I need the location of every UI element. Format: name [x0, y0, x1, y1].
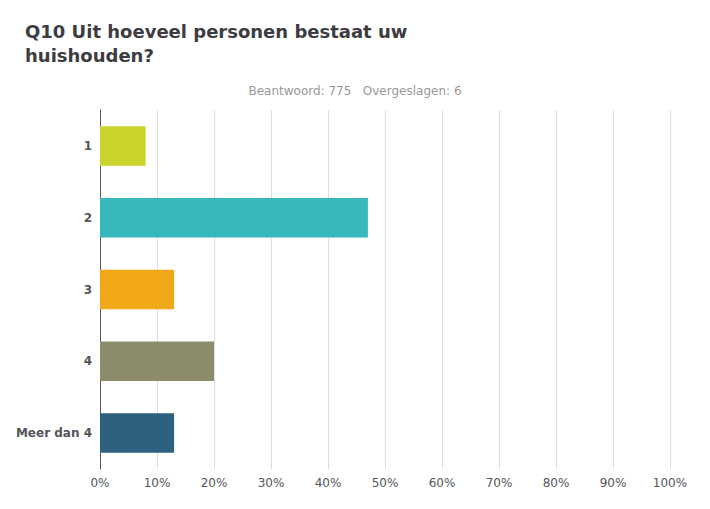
svg-text:10%: 10% [144, 476, 171, 490]
svg-text:0%: 0% [90, 476, 109, 490]
svg-text:100%: 100% [653, 476, 687, 490]
svg-text:Q10 Uit hoeveel personen besta: Q10 Uit hoeveel personen bestaat uw [25, 21, 407, 42]
svg-text:80%: 80% [543, 476, 570, 490]
svg-text:Meer dan 4: Meer dan 4 [16, 426, 92, 440]
svg-text:4: 4 [84, 354, 92, 368]
svg-text:60%: 60% [429, 476, 456, 490]
svg-text:30%: 30% [258, 476, 285, 490]
svg-text:Beantwoord: 775 Overgeslagen: Beantwoord: 775 Overgeslagen: 6 [248, 84, 461, 98]
svg-text:90%: 90% [600, 476, 627, 490]
svg-text:50%: 50% [372, 476, 399, 490]
svg-text:70%: 70% [486, 476, 513, 490]
svg-text:40%: 40% [315, 476, 342, 490]
svg-text:huishouden?: huishouden? [25, 45, 154, 66]
svg-text:3: 3 [84, 283, 92, 297]
svg-text:2: 2 [84, 211, 92, 225]
svg-text:20%: 20% [201, 476, 228, 490]
svg-text:1: 1 [84, 139, 92, 153]
